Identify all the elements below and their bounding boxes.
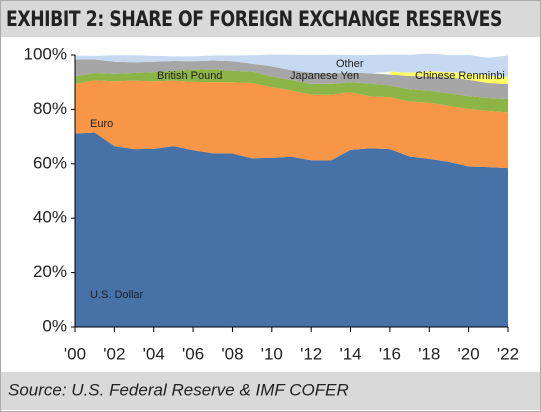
x-tick-label: '10 [261,344,283,363]
area [75,53,508,78]
legend-label: U.S. Dollar [90,289,144,301]
x-tick-label: '18 [418,344,440,363]
area [75,69,508,113]
y-tick-label: 20% [33,262,67,281]
legend-label: Euro [90,118,113,130]
x-tick-label: '16 [379,344,401,363]
area [75,59,508,100]
source-note: Source: U.S. Federal Reserve & IMF COFER [8,380,349,399]
y-tick-label: 60% [33,153,67,172]
x-tick-label: '06 [182,344,204,363]
legend-label: Japanese Yen [290,70,359,82]
y-tick-label: 0% [42,316,67,335]
legend-label: Chinese Renminbi [415,70,505,82]
title-band [1,1,540,37]
x-tick-label: '00 [64,344,86,363]
area [389,71,508,85]
x-tick-label: '12 [300,344,322,363]
chart-title: EXHIBIT 2: SHARE OF FOREIGN EXCHANGE RES… [6,7,502,31]
y-tick-label: 100% [24,44,67,63]
legend-label: British Pound [157,70,222,82]
area [75,132,508,327]
source-band [1,372,540,410]
x-tick-label: '02 [103,344,125,363]
y-tick-label: 40% [33,208,67,227]
x-tick-label: '20 [458,344,480,363]
y-tick-label: 80% [33,99,67,118]
area [75,80,508,169]
x-tick-label: '14 [339,344,361,363]
x-tick-label: '08 [221,344,243,363]
x-tick-label: '22 [497,344,519,363]
legend-label: Other [336,58,364,70]
x-tick-label: '04 [143,344,165,363]
